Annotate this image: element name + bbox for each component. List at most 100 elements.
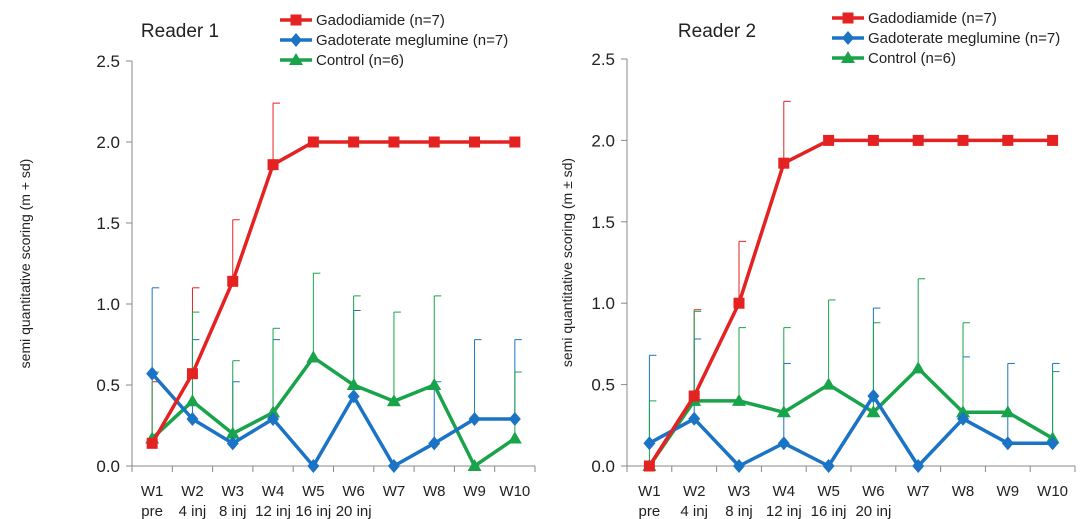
series-line bbox=[150, 355, 516, 468]
data-point bbox=[509, 136, 521, 148]
data-point bbox=[777, 436, 790, 451]
y-axis-label: semi quantitative scoring (m + sd) bbox=[17, 159, 33, 369]
y-tick-label: 2.5 bbox=[96, 52, 120, 71]
data-point bbox=[1046, 436, 1059, 451]
x-tick-sublabel: 20 inj bbox=[336, 503, 372, 519]
data-point bbox=[185, 394, 200, 407]
x-tick-label: W3 bbox=[728, 483, 751, 500]
data-point bbox=[467, 459, 482, 471]
legend: Gadodiamide (n=7) Gadoterate meglumine (n… bbox=[832, 10, 1060, 67]
data-point bbox=[267, 412, 280, 427]
data-point bbox=[912, 134, 924, 146]
data-point bbox=[643, 436, 656, 451]
legend-label: Control (n=6) bbox=[868, 50, 956, 67]
x-tick-label: W1 bbox=[141, 483, 164, 500]
data-point bbox=[266, 405, 281, 418]
data-point bbox=[427, 378, 442, 390]
data-point bbox=[267, 159, 279, 171]
data-point bbox=[688, 411, 701, 426]
x-tick-sublabel: 16 inj bbox=[811, 503, 847, 519]
data-point bbox=[643, 460, 655, 472]
series-1 bbox=[643, 134, 1059, 472]
series-line bbox=[150, 140, 515, 445]
data-point bbox=[867, 134, 879, 146]
data-point bbox=[507, 431, 522, 444]
data-point bbox=[1047, 134, 1059, 146]
x-tick-label: W3 bbox=[222, 483, 245, 500]
data-point bbox=[307, 459, 320, 473]
x-tick-sublabel: pre bbox=[639, 503, 661, 519]
data-point bbox=[225, 426, 240, 439]
legend-label: Gadodiamide (n=7) bbox=[868, 10, 997, 27]
x-tick-label: W4 bbox=[773, 483, 796, 500]
data-point bbox=[1002, 134, 1014, 146]
y-tick-label: 1.5 bbox=[591, 213, 615, 232]
data-point bbox=[733, 297, 745, 309]
data-point bbox=[468, 412, 481, 427]
chart-title: Reader 1 bbox=[141, 21, 219, 42]
x-tick-sublabel: pre bbox=[141, 503, 163, 519]
data-point bbox=[957, 411, 969, 426]
data-point bbox=[823, 134, 835, 146]
y-tick-label: 1.0 bbox=[96, 295, 120, 314]
legend-swatch-marker bbox=[289, 53, 303, 65]
legend-swatch-marker bbox=[842, 12, 854, 24]
data-point bbox=[227, 275, 239, 287]
series-1 bbox=[146, 136, 521, 449]
data-point bbox=[428, 136, 440, 148]
x-tick-label: W6 bbox=[862, 483, 885, 500]
data-point bbox=[821, 377, 836, 390]
data-point bbox=[822, 459, 835, 473]
data-point bbox=[306, 350, 321, 363]
x-tick-label: W5 bbox=[302, 483, 325, 500]
data-point bbox=[307, 136, 319, 148]
series-line bbox=[648, 394, 1053, 468]
data-point bbox=[688, 390, 700, 402]
legend-swatch-marker bbox=[290, 14, 302, 26]
data-point bbox=[469, 136, 481, 148]
chart-title: Reader 2 bbox=[678, 21, 756, 42]
legend-swatch-marker bbox=[290, 33, 302, 47]
y-tick-label: 0.0 bbox=[591, 457, 615, 476]
data-point bbox=[346, 378, 361, 390]
y-tick-label: 2.5 bbox=[591, 50, 615, 69]
data-point bbox=[508, 412, 521, 427]
legend-swatch-marker bbox=[842, 31, 854, 45]
x-tick-label: W2 bbox=[683, 483, 706, 500]
series-2 bbox=[643, 388, 1059, 473]
data-point bbox=[388, 136, 400, 148]
data-point bbox=[186, 368, 198, 380]
series-3 bbox=[145, 350, 522, 471]
data-point bbox=[956, 405, 970, 418]
x-tick-label: W4 bbox=[262, 483, 285, 500]
error-bars-1 bbox=[151, 102, 281, 444]
data-point bbox=[186, 412, 199, 427]
x-tick-sublabel: 16 inj bbox=[295, 503, 331, 519]
x-tick-sublabel: 4 inj bbox=[680, 503, 708, 519]
y-tick-label: 0.5 bbox=[96, 376, 120, 395]
error-bars-2 bbox=[151, 287, 522, 444]
y-tick-label: 0.0 bbox=[96, 457, 120, 476]
series-3 bbox=[642, 361, 1060, 471]
x-tick-label: W7 bbox=[383, 483, 406, 500]
x-tick-sublabel: 8 inj bbox=[219, 503, 247, 519]
data-point bbox=[146, 366, 159, 381]
x-tick-sublabel: 8 inj bbox=[725, 503, 753, 519]
y-axis-label: semi quantitative scoring (m ± sd) bbox=[559, 158, 575, 367]
x-tick-label: W9 bbox=[997, 483, 1020, 500]
x-tick-label: W8 bbox=[952, 483, 975, 500]
x-tick-sublabel: 20 inj bbox=[855, 503, 891, 519]
x-tick-label: W1 bbox=[638, 483, 661, 500]
x-tick-label: W2 bbox=[181, 483, 204, 500]
series-line bbox=[647, 366, 1054, 467]
x-tick-label: W9 bbox=[463, 483, 486, 500]
x-tick-label: W5 bbox=[817, 483, 840, 500]
data-point bbox=[347, 389, 360, 404]
chart-panel-1: 0.0 0.5 1.0 1.5 2.0 2.5 W1 pre W2 4 inj W3 8 inj W4 1… bbox=[17, 12, 536, 519]
data-point bbox=[1000, 405, 1015, 418]
legend-label: Gadoterate meglumine (n=7) bbox=[868, 30, 1060, 47]
data-point bbox=[776, 405, 791, 418]
series-line bbox=[647, 138, 1053, 467]
data-point bbox=[732, 393, 746, 406]
